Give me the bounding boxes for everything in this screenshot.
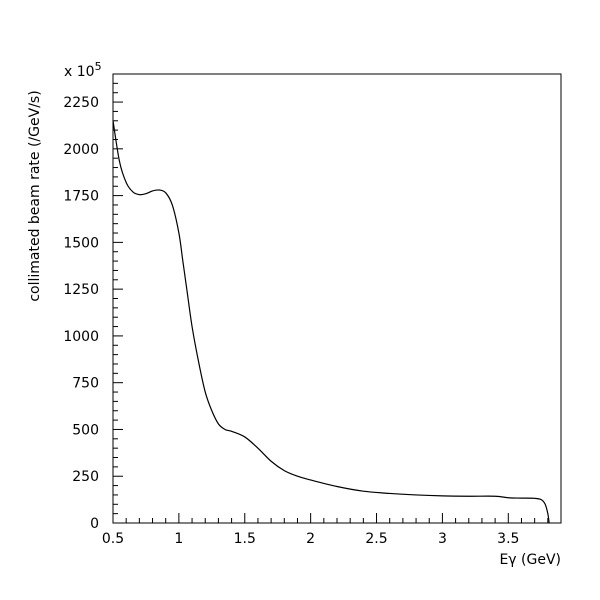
y-tick-label: 750 (72, 376, 99, 392)
y-axis-label: collimated beam rate (/GeV/s) (27, 90, 43, 301)
beam-rate-series-line (112, 120, 550, 524)
y-tick-label: 500 (72, 422, 99, 438)
y-tick-label: 1500 (63, 235, 99, 251)
x-tick-label: 1.5 (234, 531, 256, 547)
y-multiplier-exponent: 5 (95, 60, 102, 73)
y-axis-ticks (113, 73, 123, 524)
x-tick-label: 0.5 (102, 531, 124, 547)
y-tick-label: 1250 (63, 282, 99, 298)
y-tick-label: 2000 (63, 142, 99, 158)
x-tick-label: 1 (174, 531, 183, 547)
x-tick-label: 2.5 (365, 531, 387, 547)
y-tick-label: 2250 (63, 95, 99, 111)
y-tick-labels: 0 250 500 750 1000 1250 1500 1750 2000 2250 (63, 95, 99, 532)
x-tick-label: 3 (438, 531, 447, 547)
y-tick-label: 1750 (63, 189, 99, 205)
y-tick-label: 1000 (63, 329, 99, 345)
y-tick-label: 250 (72, 469, 99, 485)
plot-frame (112, 73, 562, 524)
y-multiplier: x 105 (64, 60, 102, 80)
x-tick-label: 3.5 (497, 531, 519, 547)
y-tick-label: 0 (90, 516, 99, 532)
x-axis-ticks (112, 513, 562, 523)
x-tick-label: 2 (306, 531, 315, 547)
x-tick-labels: 0.5 1 1.5 2 2.5 3 3.5 (102, 531, 520, 547)
x-axis-label: Eγ (GeV) (499, 552, 561, 568)
